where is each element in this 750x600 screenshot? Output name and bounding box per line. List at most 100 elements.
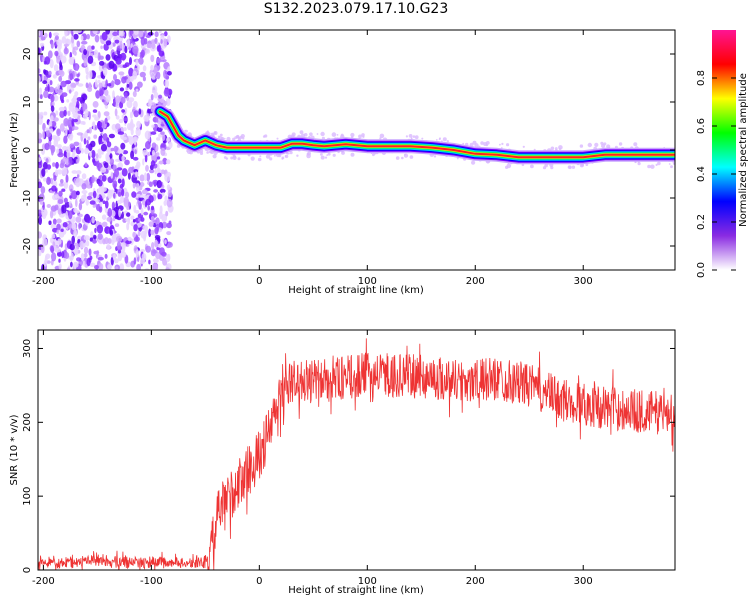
noise-speck — [85, 198, 89, 206]
noise-speck — [38, 47, 41, 56]
noise-speck — [140, 249, 146, 253]
noise-speck — [133, 224, 138, 232]
noise-speck — [50, 115, 54, 122]
spectrogram-x-tick-label: -100 — [140, 276, 163, 287]
noise-speck — [154, 31, 159, 38]
noise-speck — [151, 242, 155, 250]
ridge-halo-speck — [274, 155, 276, 157]
noise-speck — [99, 86, 105, 96]
noise-speck — [61, 167, 68, 177]
noise-speck — [57, 42, 61, 49]
noise-speck — [69, 73, 74, 81]
noise-speck — [91, 175, 95, 184]
noise-speck — [91, 45, 95, 50]
ridge-halo-speck — [320, 155, 325, 160]
noise-speck — [97, 233, 103, 240]
noise-speck — [118, 208, 121, 218]
noise-speck — [94, 34, 100, 43]
noise-speck — [71, 97, 77, 104]
noise-speck — [71, 83, 77, 87]
noise-speck — [155, 251, 161, 260]
noise-speck — [61, 251, 65, 259]
noise-speck — [112, 253, 117, 262]
noise-speck — [147, 102, 152, 107]
noise-speck — [147, 31, 154, 36]
noise-speck — [140, 230, 147, 239]
noise-speck — [42, 177, 47, 182]
noise-speck — [57, 199, 64, 205]
noise-speck — [108, 60, 115, 69]
noise-speck — [106, 216, 112, 222]
colorbar-tick-label: 0.2 — [696, 214, 707, 230]
ridge-halo-speck — [446, 140, 449, 143]
ridge-halo-speck — [655, 163, 658, 166]
noise-speck — [61, 36, 67, 44]
spectrogram-x-tick-label: 0 — [256, 276, 262, 287]
noise-speck — [144, 130, 151, 140]
noise-speck — [69, 143, 75, 148]
noise-speck — [115, 115, 120, 120]
noise-speck — [78, 213, 83, 218]
ridge-halo-speck — [530, 164, 534, 169]
noise-speck — [142, 149, 148, 156]
noise-speck — [145, 141, 151, 150]
noise-speck — [145, 164, 149, 172]
noise-speck — [73, 141, 80, 147]
noise-speck — [156, 42, 160, 46]
ridge-halo-speck — [309, 132, 313, 136]
noise-speck — [57, 83, 60, 90]
noise-speck — [74, 210, 80, 214]
noise-speck — [109, 158, 115, 166]
noise-speck — [97, 79, 101, 84]
noise-speck — [59, 110, 65, 118]
ridge-halo-speck — [206, 151, 209, 154]
noise-speck — [38, 231, 42, 239]
noise-speck — [97, 180, 103, 187]
ridge-halo-speck — [336, 134, 339, 136]
ridge-halo-speck — [571, 165, 576, 169]
snr-x-tick-label: 100 — [358, 576, 377, 587]
snr-x-tick-label: 200 — [466, 576, 485, 587]
noise-speck — [114, 223, 120, 228]
colorbar-ticks: 0.0 0.2 0.4 0.6 0.8 — [696, 70, 736, 278]
ridge-halo-speck — [469, 142, 474, 147]
noise-speck — [144, 154, 148, 163]
ridge-halo-speck — [362, 135, 365, 138]
noise-speck — [50, 42, 54, 49]
noise-speck — [133, 110, 139, 118]
noise-speck — [75, 64, 79, 71]
noise-speck — [48, 220, 52, 226]
noise-speck — [108, 189, 112, 193]
noise-speck — [112, 90, 115, 100]
ridge-halo-speck — [439, 137, 441, 140]
noise-speck — [63, 197, 68, 204]
noise-speck — [76, 174, 80, 178]
noise-speck — [76, 100, 80, 110]
noise-speck — [130, 43, 133, 48]
noise-speck — [103, 111, 110, 117]
noise-speck — [111, 239, 115, 245]
spectrogram-x-tick-label: 100 — [358, 276, 377, 287]
ridge-halo-speck — [213, 131, 218, 135]
noise-speck — [43, 111, 48, 116]
ridge-halo-speck — [276, 137, 279, 140]
noise-speck — [40, 244, 45, 254]
noise-speck — [129, 111, 133, 119]
noise-speck — [38, 60, 41, 70]
noise-speck — [124, 45, 128, 54]
noise-speck — [150, 64, 154, 71]
noise-speck — [97, 121, 103, 129]
noise-speck — [156, 137, 161, 141]
ridge-halo-speck — [404, 153, 406, 156]
noise-speck — [132, 231, 136, 238]
noise-speck — [60, 55, 67, 64]
noise-speck — [93, 49, 99, 59]
noise-speck — [51, 234, 56, 239]
noise-speck — [87, 136, 91, 141]
noise-speck — [156, 71, 161, 80]
noise-speck — [63, 109, 67, 117]
noise-speck — [126, 38, 131, 48]
noise-speck — [84, 162, 88, 167]
ridge-halo-speck — [269, 157, 273, 161]
noise-speck — [135, 59, 139, 67]
